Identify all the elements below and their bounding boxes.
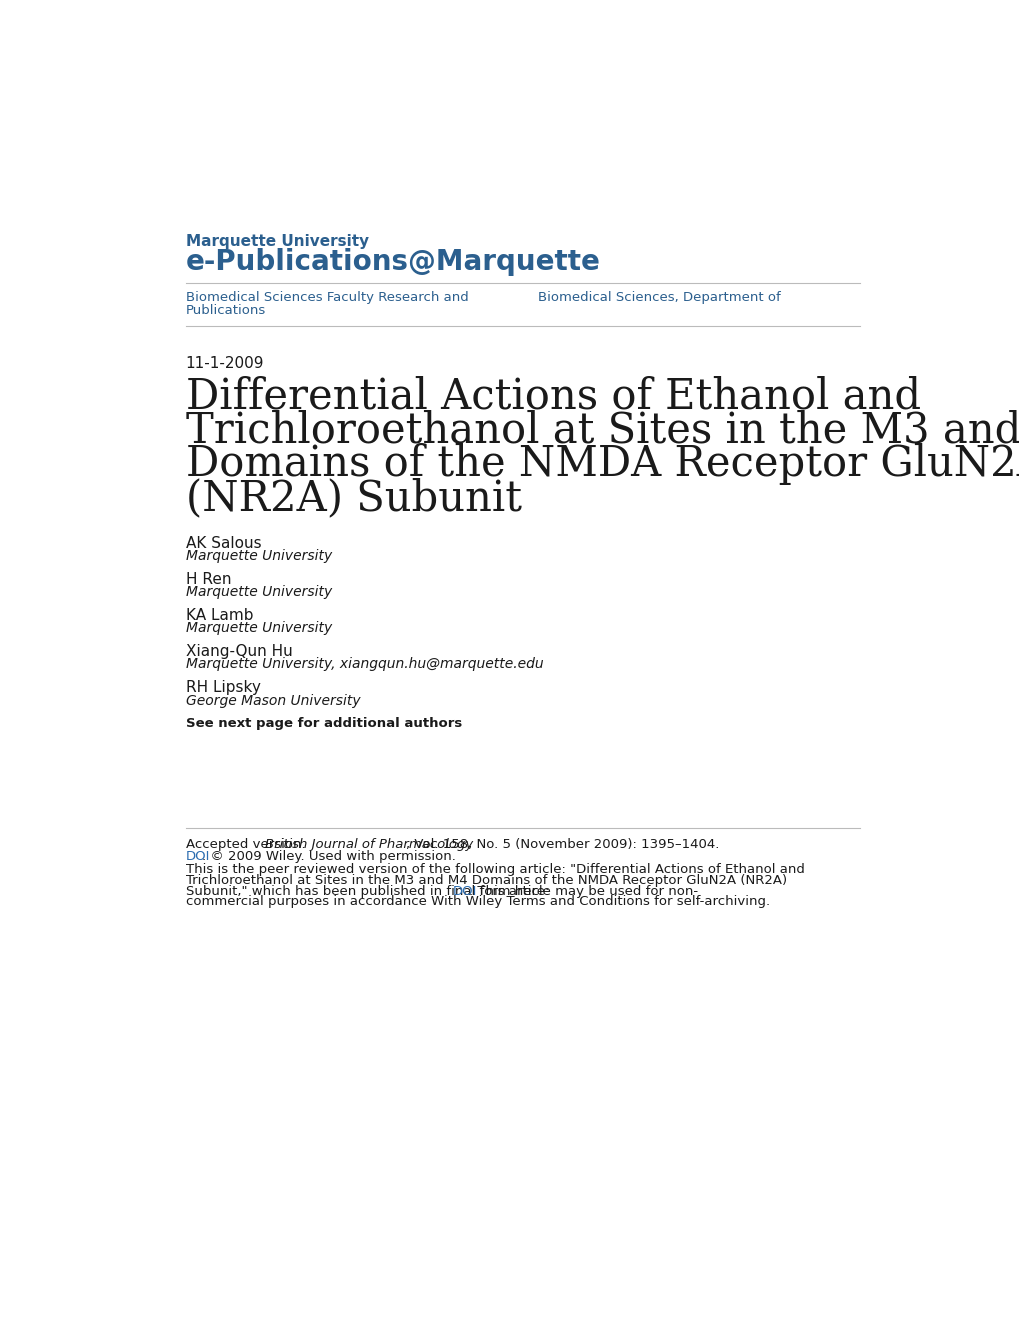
Text: Trichloroethanol at Sites in the M3 and M4 Domains of the NMDA Receptor GluN2A (: Trichloroethanol at Sites in the M3 and … — [185, 874, 786, 887]
Text: H Ren: H Ren — [185, 572, 231, 587]
Text: Marquette University: Marquette University — [185, 234, 369, 249]
Text: , Vol. 158, No. 5 (November 2009): 1395–1404.: , Vol. 158, No. 5 (November 2009): 1395–… — [407, 838, 719, 850]
Text: Domains of the NMDA Receptor GluN2A: Domains of the NMDA Receptor GluN2A — [185, 444, 1019, 486]
Text: This is the peer reviewed version of the following article: "Differential Action: This is the peer reviewed version of the… — [185, 863, 804, 876]
Text: commercial purposes in accordance With Wiley Terms and Conditions for self-archi: commercial purposes in accordance With W… — [185, 895, 769, 908]
Text: (NR2A) Subunit: (NR2A) Subunit — [185, 478, 521, 519]
Text: Marquette University: Marquette University — [185, 585, 331, 599]
Text: Biomedical Sciences, Department of: Biomedical Sciences, Department of — [538, 290, 781, 304]
Text: Xiang-Qun Hu: Xiang-Qun Hu — [185, 644, 292, 659]
Text: . This article may be used for non-: . This article may be used for non- — [469, 884, 698, 898]
Text: Marquette University: Marquette University — [185, 549, 331, 562]
Text: Differential Actions of Ethanol and: Differential Actions of Ethanol and — [185, 376, 920, 417]
Text: See next page for additional authors: See next page for additional authors — [185, 717, 462, 730]
Text: DOI: DOI — [185, 850, 210, 863]
Text: George Mason University: George Mason University — [185, 693, 360, 708]
Text: KA Lamb: KA Lamb — [185, 609, 253, 623]
Text: 11-1-2009: 11-1-2009 — [185, 356, 264, 371]
Text: Subunit," which has been published in final form here:: Subunit," which has been published in fi… — [185, 884, 552, 898]
Text: Marquette University, xiangqun.hu@marquette.edu: Marquette University, xiangqun.hu@marque… — [185, 657, 543, 672]
Text: Publications: Publications — [185, 304, 266, 317]
Text: Trichloroethanol at Sites in the M3 and M4: Trichloroethanol at Sites in the M3 and … — [185, 409, 1019, 451]
Text: Biomedical Sciences Faculty Research and: Biomedical Sciences Faculty Research and — [185, 290, 468, 304]
Text: . © 2009 Wiley. Used with permission.: . © 2009 Wiley. Used with permission. — [202, 850, 455, 863]
Text: RH Lipsky: RH Lipsky — [185, 681, 260, 696]
Text: British Journal of Pharmacology: British Journal of Pharmacology — [265, 838, 473, 850]
Text: Accepted version.: Accepted version. — [185, 838, 309, 850]
Text: e-Publications@Marquette: e-Publications@Marquette — [185, 248, 600, 276]
Text: AK Salous: AK Salous — [185, 536, 261, 550]
Text: DOI: DOI — [452, 884, 477, 898]
Text: Marquette University: Marquette University — [185, 622, 331, 635]
